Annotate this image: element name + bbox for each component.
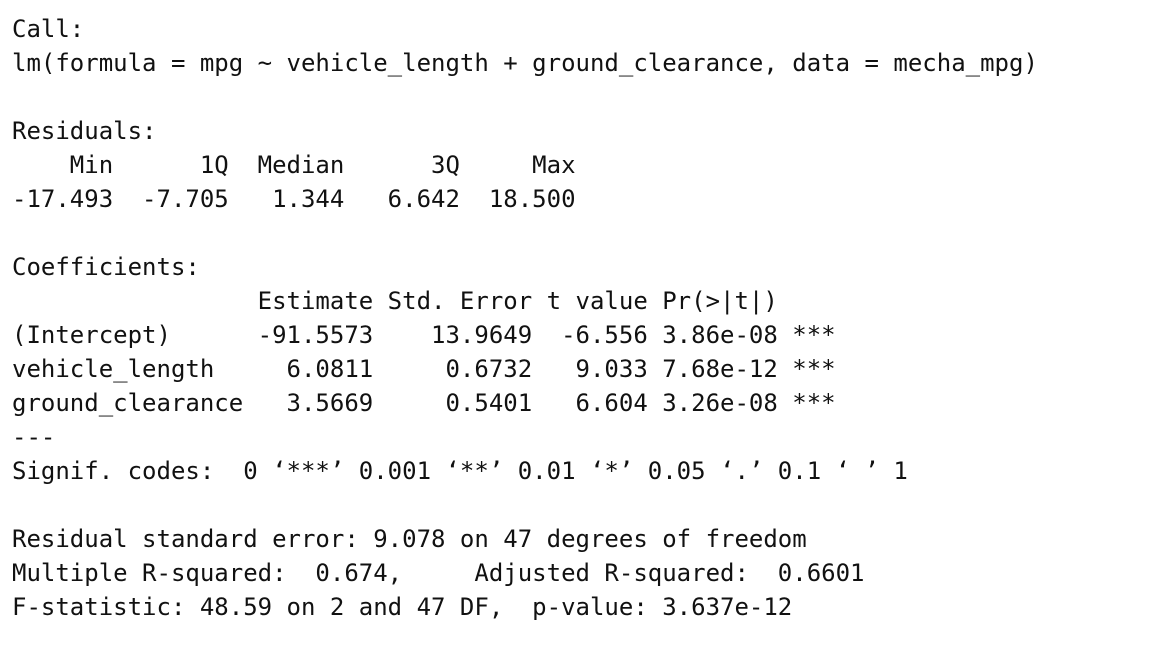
residuals-header-row: Min 1Q Median 3Q Max [12,151,590,179]
coefficients-header-row: Estimate Std. Error t value Pr(>|t|) [12,287,836,315]
r-console-output: Call: lm(formula = mpg ~ vehicle_length … [12,12,1154,624]
call-heading: Call: [12,15,85,43]
residuals-heading: Residuals: [12,117,157,145]
coefficients-heading: Coefficients: [12,253,200,281]
coefficient-row-vehicle-length: vehicle_length 6.0811 0.6732 9.033 7.68e… [12,355,836,383]
blank-line [12,80,1154,114]
coefficient-row-ground-clearance: ground_clearance 3.5669 0.5401 6.604 3.2… [12,389,836,417]
signif-codes: Signif. codes: 0 ‘***’ 0.001 ‘**’ 0.01 ‘… [12,457,908,485]
call-formula: lm(formula = mpg ~ vehicle_length + grou… [12,49,1038,77]
coefficient-row-intercept: (Intercept) -91.5573 13.9649 -6.556 3.86… [12,321,836,349]
coefficients-separator: --- [12,423,56,451]
blank-line [12,216,1154,250]
f-statistic: F-statistic: 48.59 on 2 and 47 DF, p-val… [12,593,793,621]
r-squared: Multiple R-squared: 0.674, Adjusted R-sq… [12,559,879,587]
residuals-values-row: -17.493 -7.705 1.344 6.642 18.500 [12,185,590,213]
blank-line [12,488,1154,522]
residual-standard-error: Residual standard error: 9.078 on 47 deg… [12,525,807,553]
